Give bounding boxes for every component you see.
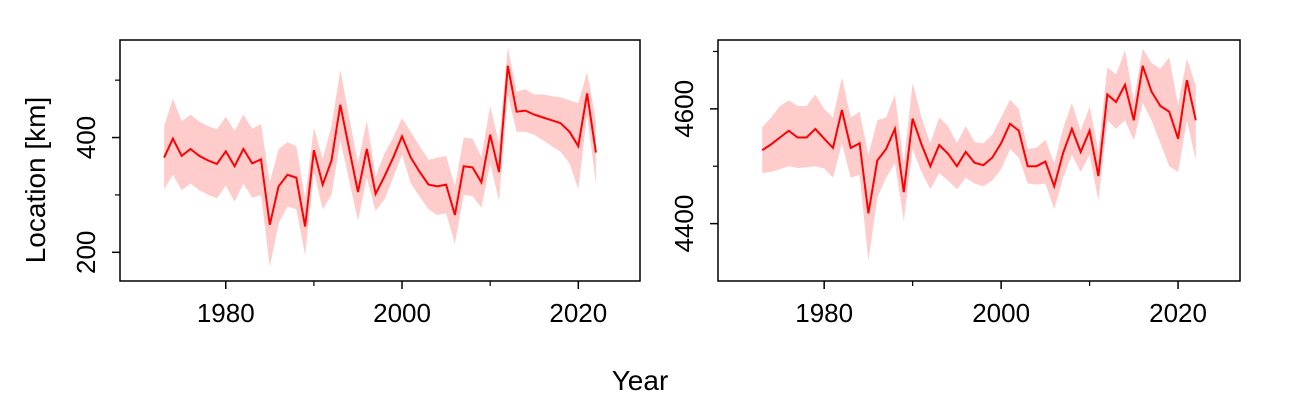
- y-tick-label: 200: [71, 231, 101, 274]
- y-tick-label: 4600: [669, 80, 699, 138]
- plot-frame: [717, 39, 1241, 282]
- y-tick-label: 400: [71, 116, 101, 159]
- y-tick-label: 4400: [669, 195, 699, 253]
- series-line: [761, 65, 1197, 214]
- x-axis-title: Year: [612, 365, 669, 396]
- x-tick-label: 2000: [972, 298, 1030, 328]
- x-tick-label: 2020: [549, 298, 607, 328]
- x-tick-label: 2020: [1149, 298, 1207, 328]
- x-tick-label: 1980: [197, 298, 255, 328]
- x-tick-label: 2000: [373, 298, 431, 328]
- series-line: [163, 65, 597, 227]
- x-tick-label: 1980: [795, 298, 853, 328]
- confidence-band: [762, 48, 1196, 261]
- left-panel: 1980 2000 2020 200 400: [71, 39, 641, 328]
- plot-frame: [119, 39, 641, 282]
- right-panel: 1980 2000 2020 4400 4600: [669, 39, 1241, 328]
- y-axis-title: Location [km]: [20, 97, 51, 264]
